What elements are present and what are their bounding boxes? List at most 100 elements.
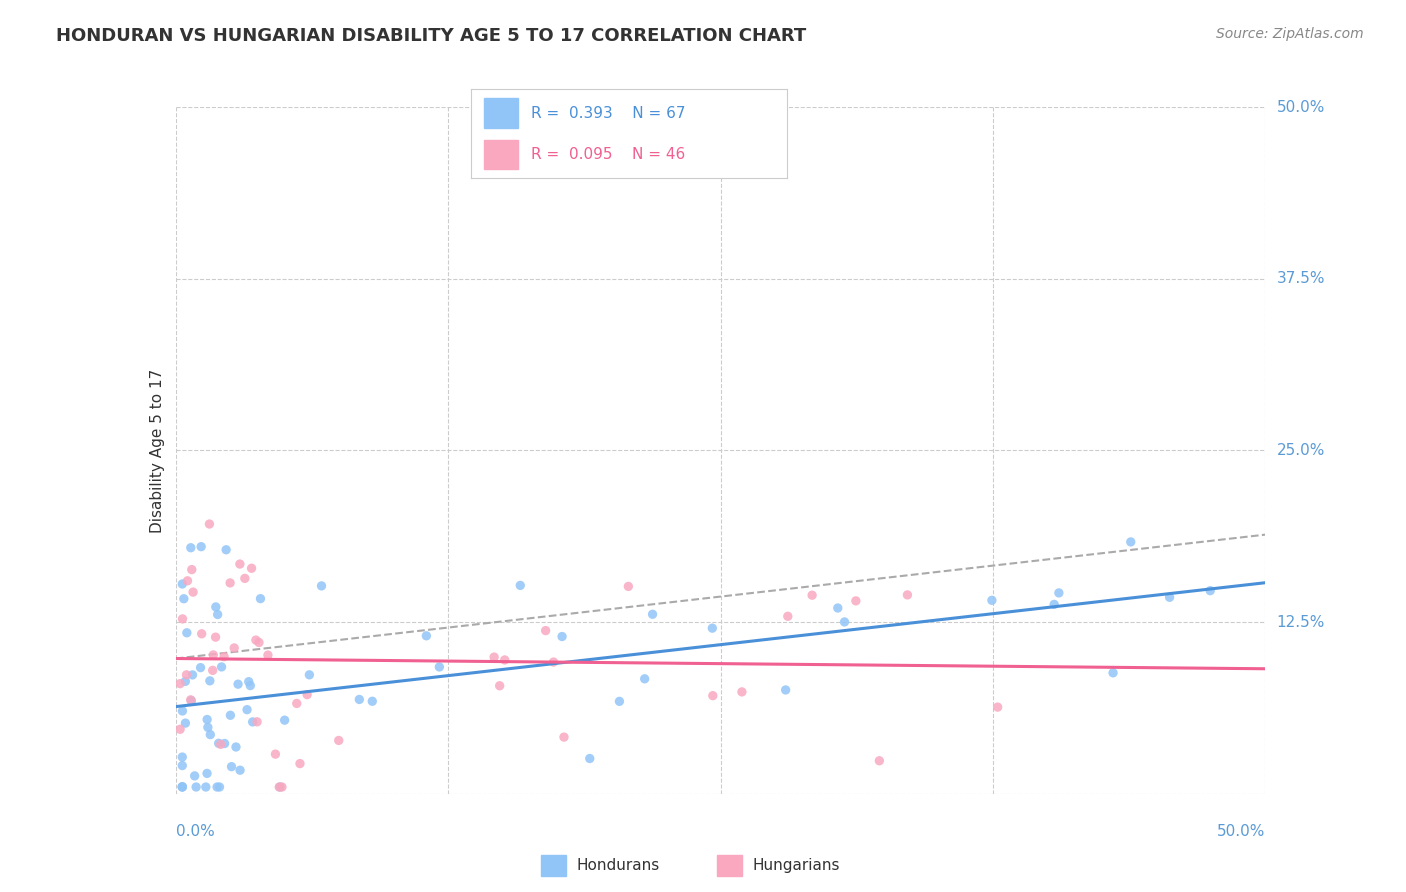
Point [172, 780, 194, 794]
Point [311, 579, 333, 593]
Text: HONDURAN VS HUNGARIAN DISABILITY AGE 5 TO 17 CORRELATION CHART: HONDURAN VS HUNGARIAN DISABILITY AGE 5 T… [56, 27, 807, 45]
Point [215, 542, 238, 557]
Point [488, 679, 510, 693]
Point [233, 571, 256, 585]
Point [1119, 535, 1142, 549]
Point [264, 747, 287, 761]
Point [609, 694, 631, 708]
Point [209, 737, 232, 751]
Point [184, 780, 207, 794]
Bar [717, 855, 742, 876]
Point [174, 716, 197, 731]
Point [224, 640, 246, 655]
Point [1199, 583, 1222, 598]
Point [173, 591, 195, 606]
Point [236, 703, 259, 717]
Point [896, 588, 918, 602]
Text: 37.5%: 37.5% [1277, 271, 1324, 286]
Point [731, 685, 754, 699]
Point [197, 720, 219, 734]
Point [242, 714, 264, 729]
Point [1047, 586, 1070, 600]
Point [207, 607, 229, 622]
Point [361, 694, 384, 708]
Point [195, 766, 218, 780]
Point [200, 728, 222, 742]
Point [245, 633, 267, 648]
Text: Hondurans: Hondurans [576, 858, 659, 872]
Point [219, 575, 242, 590]
Point [172, 780, 194, 794]
Point [578, 751, 600, 765]
Point [229, 557, 252, 571]
Point [617, 579, 640, 593]
Point [181, 668, 204, 682]
Point [194, 780, 217, 794]
Point [172, 758, 194, 772]
Point [205, 780, 228, 794]
Point [180, 694, 202, 708]
Point [195, 713, 218, 727]
Point [634, 672, 657, 686]
Point [349, 692, 371, 706]
Point [295, 688, 318, 702]
Point [198, 516, 221, 531]
Text: 0.0%: 0.0% [176, 824, 215, 839]
Point [181, 585, 204, 599]
Point [240, 561, 263, 575]
Point [204, 599, 226, 614]
Point [190, 540, 212, 554]
Point [801, 588, 824, 602]
Bar [541, 855, 565, 876]
Point [180, 693, 202, 707]
Point [208, 780, 231, 794]
Point [775, 682, 797, 697]
Point [249, 591, 271, 606]
Point [776, 609, 799, 624]
Point [174, 674, 197, 689]
Point [202, 648, 225, 662]
Point [172, 750, 194, 764]
Point [198, 673, 221, 688]
Point [190, 660, 212, 674]
Point [834, 615, 856, 629]
Bar [484, 140, 519, 169]
Point [1102, 665, 1125, 680]
Point [551, 630, 574, 644]
Point [183, 769, 205, 783]
Point [219, 708, 242, 723]
Point [247, 635, 270, 649]
Point [204, 630, 226, 644]
Point [273, 713, 295, 727]
Text: Hungarians: Hungarians [752, 858, 839, 872]
Text: 12.5%: 12.5% [1277, 615, 1324, 630]
Point [298, 668, 321, 682]
Point [987, 700, 1010, 714]
Point [246, 714, 269, 729]
Point [169, 676, 191, 690]
Point [827, 601, 849, 615]
Point [415, 629, 437, 643]
Text: 25.0%: 25.0% [1277, 443, 1324, 458]
Point [553, 730, 575, 744]
Point [868, 754, 890, 768]
Point [285, 697, 308, 711]
Point [509, 578, 531, 592]
Point [1159, 591, 1181, 605]
Text: Source: ZipAtlas.com: Source: ZipAtlas.com [1216, 27, 1364, 41]
Point [201, 664, 224, 678]
Point [641, 607, 664, 622]
Point [208, 736, 231, 750]
Point [482, 650, 505, 665]
Point [172, 577, 194, 591]
Point [176, 668, 198, 682]
Point [257, 648, 280, 662]
Point [239, 679, 262, 693]
Point [543, 655, 565, 669]
Text: 50.0%: 50.0% [1277, 100, 1324, 114]
Y-axis label: Disability Age 5 to 17: Disability Age 5 to 17 [149, 368, 165, 533]
Point [172, 612, 194, 626]
Point [269, 780, 291, 794]
Point [212, 649, 235, 664]
Point [214, 736, 236, 750]
